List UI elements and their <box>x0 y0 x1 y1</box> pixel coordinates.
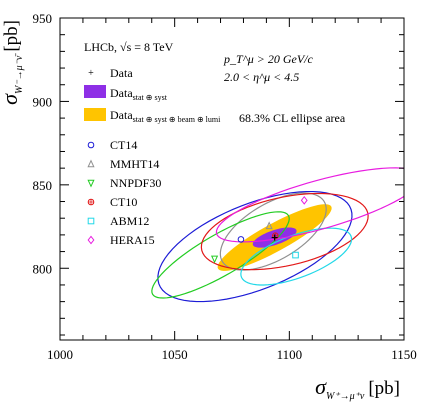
y-tick-label: 950 <box>33 11 53 26</box>
y-axis-subscript: W⁻→μ⁻ν̄ <box>14 53 25 94</box>
legend-data-marker: + <box>88 68 94 79</box>
marker-nnpdf30 <box>210 255 219 264</box>
ellipse-ct10 <box>200 192 369 271</box>
legend-label: Data <box>110 86 133 100</box>
cut-pt: p_T^μ > 20 GeV/c <box>223 52 314 66</box>
legend-subscript: stat ⊕ syst <box>133 93 168 102</box>
marker-mmht14 <box>265 221 273 230</box>
x-tick-labels: 1000 1050 1100 1150 <box>47 347 417 362</box>
x-axis-subscript: W⁺→μ⁺ν <box>326 391 365 402</box>
x-axis-title: σW⁺→μ⁺ν [pb] <box>315 374 400 402</box>
tick-layer <box>59 17 405 340</box>
legend-markers <box>87 141 95 245</box>
legend-label: Data <box>110 108 133 122</box>
legend-marker-ct14 <box>87 141 95 149</box>
x-tick-label: 1100 <box>277 347 303 362</box>
legend: LHCb, √s = 8 TeV + Data Datastat ⊕ syst … <box>84 40 221 247</box>
legend-marker-mmht14 <box>87 159 95 168</box>
legend-series-label: CT14 <box>110 138 137 152</box>
x-axis-unit: [pb] <box>368 378 400 399</box>
cut-eta: 2.0 < η^μ < 4.5 <box>224 70 299 84</box>
y-tick-labels: 800 850 900 950 <box>33 11 53 276</box>
x-axis-symbol: σ <box>315 374 327 399</box>
ellipse-hera15 <box>215 167 404 243</box>
legend-series-label: MMHT14 <box>110 157 159 171</box>
legend-subscript: stat ⊕ syst ⊕ beam ⊕ lumi <box>133 115 221 124</box>
x-tick-label: 1050 <box>162 347 188 362</box>
legend-series-label: NNPDF30 <box>110 176 161 190</box>
legend-marker-ct10 <box>87 198 95 206</box>
marker-layer <box>210 195 308 264</box>
marker-hera15 <box>300 195 308 205</box>
legend-swatch-data-stat-syst <box>84 85 106 98</box>
marker-ct14 <box>237 236 245 243</box>
data-point <box>271 234 278 241</box>
legend-data-stat-syst: Datastat ⊕ syst <box>110 86 168 102</box>
legend-series-label: ABM12 <box>110 214 149 228</box>
legend-marker-hera15 <box>87 235 95 245</box>
legend-series-label: CT10 <box>110 195 137 209</box>
x-tick-label: 1000 <box>47 347 73 362</box>
x-tick-label: 1150 <box>391 347 417 362</box>
y-tick-label: 800 <box>33 261 53 276</box>
y-axis-title: σW⁻→μ⁻ν̄[pb] <box>0 20 25 105</box>
legend-marker-nnpdf30 <box>87 179 95 188</box>
ellipse-layer <box>151 167 404 303</box>
y-axis-symbol: σ <box>0 93 22 105</box>
y-axis-unit: [pb] <box>1 20 22 52</box>
legend-swatch-data-full <box>84 108 106 121</box>
legend-series-label: HERA15 <box>110 233 155 247</box>
ellipse-abm12 <box>240 227 353 286</box>
ellipse-note: 68.3% CL ellipse area <box>239 111 346 125</box>
y-tick-label: 900 <box>33 94 53 109</box>
legend-marker-abm12 <box>87 217 95 225</box>
y-tick-label: 850 <box>33 178 53 193</box>
legend-data-label: Data <box>110 66 133 80</box>
plot-frame <box>59 17 405 341</box>
marker-abm12 <box>292 251 299 259</box>
legend-data-full: Datastat ⊕ syst ⊕ beam ⊕ lumi <box>110 108 221 124</box>
legend-experiment: LHCb, √s = 8 TeV <box>84 40 174 54</box>
